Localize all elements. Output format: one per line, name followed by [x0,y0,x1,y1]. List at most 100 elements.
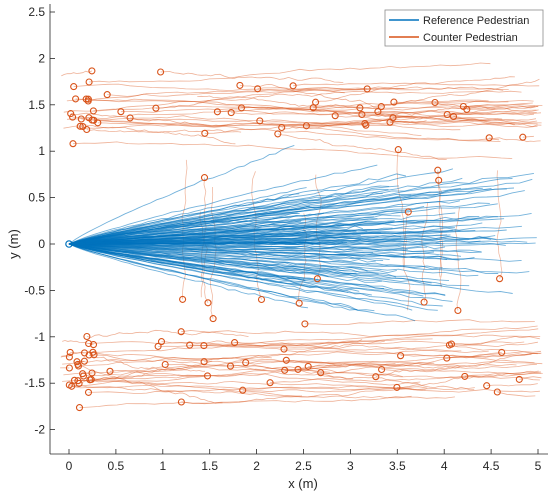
counter-trajectory-line [92,119,500,141]
counter-start-marker [236,81,244,89]
counter-start-marker [389,114,397,122]
y-tick-label: -1.5 [24,376,45,390]
reference-trajectory-line [68,243,462,257]
counter-trajectory-line [63,88,368,113]
counter-start-marker [65,353,73,361]
reference-trajectory-line [68,193,300,245]
counter-start-marker [431,98,439,107]
counter-start-marker [237,104,246,112]
counter-trajectory-line [78,364,202,384]
counter-start-marker [356,104,364,112]
counter-trajectory-line [315,76,515,103]
reference-trajectory-line [68,230,461,245]
counter-trajectory-line [107,86,509,97]
counter-start-marker [157,338,166,346]
counter-trajectory-line [281,118,427,130]
counter-trajectory-line [464,371,543,377]
counter-trajectory-line [463,104,536,108]
counter-start-marker [85,339,93,348]
x-tick-label: 5 [535,459,542,473]
counter-trajectory-line [270,372,542,384]
counter-trajectory-line [242,388,540,393]
counter-trajectory-line [75,98,410,118]
counter-start-marker [65,381,73,389]
counter-trajectory-line [91,379,412,399]
reference-trajectory-line [68,243,443,270]
counter-trajectory-line [71,384,428,390]
counter-trajectory-line [158,345,535,364]
counter-start-marker [519,133,527,141]
counter-trajectory-line [393,116,542,128]
counter-start-marker [420,298,428,306]
counter-start-marker [312,98,320,106]
counter-trajectory-line [449,344,542,354]
counter-start-marker [266,379,274,387]
counter-trajectory-line [297,369,475,391]
reference-trajectory-line [68,240,347,245]
counter-start-marker [434,166,442,174]
counter-start-marker [88,67,96,75]
counter-trajectory-line [257,86,504,91]
y-axis-label: y (m) [6,229,21,259]
counter-start-marker [498,348,506,356]
counter-trajectory-line [204,112,542,134]
counter-start-marker [90,351,98,359]
counter-start-marker [331,112,339,120]
counter-start-marker [88,369,96,377]
reference-trajectory-line [68,243,376,263]
reference-trajectory-line [68,172,534,245]
counter-start-marker [204,299,212,307]
reference-trajectory-line [68,243,360,292]
x-tick-label: 0.5 [108,459,125,473]
counter-start-marker [274,130,282,138]
counter-start-marker [65,364,73,372]
counter-trajectory-line [434,102,537,114]
legend-box [384,9,544,47]
counter-start-marker [161,360,169,369]
counter-start-marker [295,299,303,307]
reference-trajectory-line [68,230,357,245]
counter-trajectory-line [76,356,272,363]
counter-start-marker [377,103,385,111]
counter-trajectory-line [277,133,447,160]
counter-trajectory-line [217,110,535,116]
reference-trajectory-line [68,188,389,245]
y-tick-label: 0 [38,237,45,251]
counter-trajectory-line [88,340,525,347]
counter-start-marker [289,82,297,90]
counter-start-marker [483,382,491,390]
counter-start-marker [231,339,239,347]
counter-trajectory-line [80,124,242,133]
counter-trajectory-line [93,354,354,380]
counter-start-marker [294,365,302,373]
legend-label-reference: Reference Pedestrian [423,15,529,27]
counter-start-marker [75,404,84,412]
counter-trajectory-line [489,137,541,143]
counter-start-marker [76,122,84,130]
x-tick-label: 1 [159,459,166,473]
counter-trajectory-line [466,105,539,110]
counter-start-marker [69,140,77,148]
counter-start-marker [126,114,134,122]
counter-start-marker [70,376,79,384]
counter-start-marker [461,372,469,380]
counter-start-marker [281,366,289,374]
counter-start-marker [209,315,217,323]
x-tick-label: 3 [347,459,354,473]
counter-trajectory-line [496,170,503,279]
counter-start-marker [227,109,235,117]
counter-start-marker [77,115,85,123]
counter-start-marker [89,341,98,349]
x-tick-label: 2 [253,459,260,473]
counter-trajectory-line [89,62,491,83]
counter-trajectory-line [155,91,345,109]
reference-trajectory-line [68,243,397,274]
counter-start-marker [301,320,309,328]
reference-start-marker [65,240,73,248]
reference-trajectory-line [68,243,470,287]
counter-trajectory-line [60,355,70,358]
counter-start-marker [485,134,493,142]
counter-trajectory-line [361,107,496,117]
counter-start-marker [200,174,209,182]
y-tick-label: 2.5 [28,5,45,19]
